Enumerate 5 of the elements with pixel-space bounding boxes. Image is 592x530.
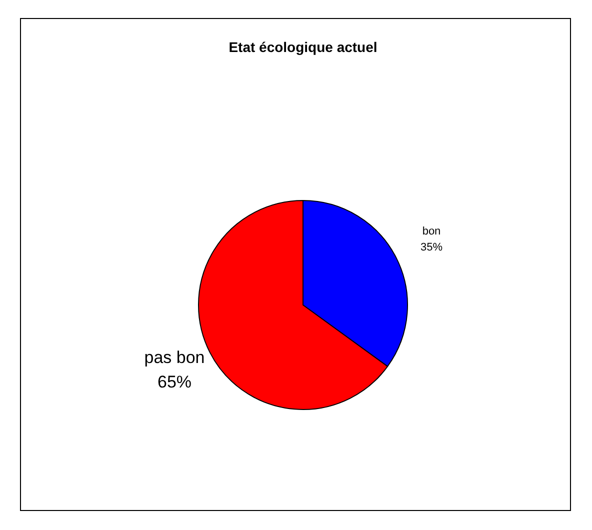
chart-title: Etat écologique actuel [228,38,378,55]
slice-label: bon [422,226,441,238]
data-label: 65% [157,372,192,392]
slice-label: pas bon [144,348,205,367]
data-label: 35% [420,242,443,254]
